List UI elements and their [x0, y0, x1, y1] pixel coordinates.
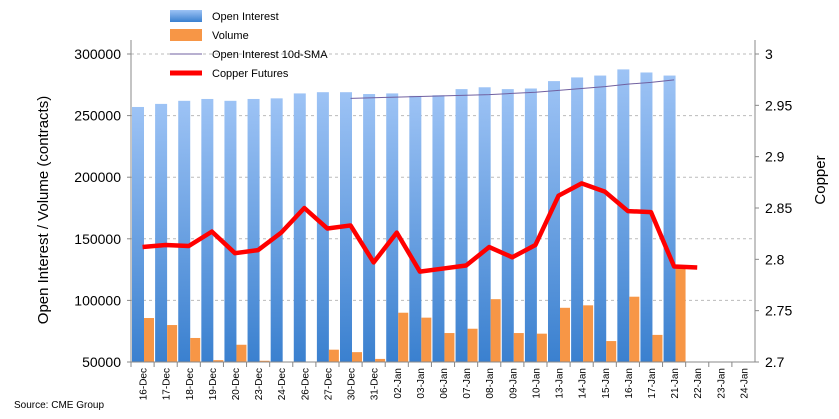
open-interest-bar [640, 72, 653, 362]
volume-bar [259, 360, 270, 362]
volume-bar [167, 325, 178, 362]
y2-tick-label: 2.85 [765, 200, 792, 216]
y2-tick-label: 2.7 [765, 354, 785, 370]
x-tick-label: 24-Jan [739, 368, 750, 399]
open-interest-bar [571, 77, 584, 363]
x-tick-label: 06-Jan [439, 368, 450, 399]
y2-axis-label: Copper [812, 155, 829, 204]
open-interest-bar [178, 100, 191, 362]
open-interest-bar [270, 98, 283, 363]
volume-bar [490, 299, 501, 362]
open-interest-bar [524, 88, 537, 362]
volume-bar [144, 318, 154, 362]
legend-swatch [170, 29, 202, 41]
x-tick-label: 21-Jan [670, 368, 681, 399]
open-interest-bar [663, 75, 676, 362]
open-interest-bar [386, 93, 399, 362]
volume-bar [352, 352, 362, 362]
volume-bar [675, 267, 686, 362]
open-interest-bar [409, 95, 422, 362]
sma-line [350, 79, 675, 99]
legend-label: Volume [212, 30, 249, 42]
legend-swatch [170, 10, 202, 22]
open-interest-bar [132, 106, 144, 362]
x-tick-label: 16-Jan [624, 368, 635, 399]
x-tick-label: 13-Jan [555, 368, 566, 399]
y2-tick-label: 2.95 [765, 97, 792, 113]
volume-bar [236, 344, 247, 362]
volume-bar [583, 305, 594, 362]
volume-bar [560, 307, 570, 362]
x-tick-label: 26-Dec [300, 368, 311, 400]
volume-bar [513, 333, 524, 362]
open-interest-bar [617, 69, 630, 363]
y2-tick-label: 3 [765, 46, 773, 62]
y-tick-label: 200000 [74, 169, 121, 185]
open-interest-bar [293, 93, 306, 362]
open-interest-bar [224, 100, 237, 362]
volume-bar [606, 341, 617, 362]
volume-bar [398, 312, 409, 362]
x-tick-label: 30-Dec [347, 368, 358, 400]
x-tick-label: 07-Jan [462, 368, 473, 399]
legend-label: Copper Futures [212, 68, 289, 80]
x-tick-label: 15-Jan [601, 368, 612, 399]
volume-bar [328, 349, 339, 362]
volume-bar [536, 333, 547, 362]
x-tick-label: 27-Dec [323, 368, 334, 400]
x-tick-label: 24-Dec [277, 368, 288, 400]
open-interest-bar [201, 98, 214, 362]
x-tick-label: 17-Dec [162, 368, 173, 400]
legend-label: Open Interest [212, 11, 279, 23]
y-tick-label: 150000 [74, 231, 121, 247]
y-tick-label: 50000 [82, 354, 121, 370]
open-interest-bar [363, 94, 376, 362]
legend-label: Open Interest 10d-SMA [212, 49, 328, 61]
x-tick-label: 14-Jan [578, 368, 589, 399]
y2-tick-label: 2.75 [765, 303, 792, 319]
x-tick-label: 22-Jan [693, 368, 704, 399]
x-tick-label: 18-Dec [185, 368, 196, 400]
y-axis-label: Open Interest / Volume (contracts) [35, 96, 52, 324]
volume-bar [629, 296, 640, 362]
x-tick-label: 23-Dec [254, 368, 265, 400]
y-tick-label: 100000 [74, 292, 121, 308]
volume-bar [190, 337, 201, 362]
volume-bar [467, 328, 478, 362]
open-interest-bar [155, 103, 168, 363]
copper-futures-line [142, 181, 698, 274]
y2-tick-label: 2.8 [765, 251, 785, 267]
volume-bar [213, 360, 224, 362]
x-tick-label: 20-Dec [231, 368, 242, 400]
x-tick-label: 08-Jan [485, 368, 496, 399]
volume-bar [375, 358, 386, 362]
x-tick-label: 03-Jan [416, 368, 427, 399]
open-interest-bar [478, 87, 491, 362]
x-tick-label: 10-Jan [531, 368, 542, 399]
x-tick-label: 31-Dec [370, 368, 381, 400]
volume-bar [421, 317, 432, 362]
x-tick-label: 19-Dec [208, 368, 219, 400]
x-tick-label: 17-Jan [647, 368, 658, 399]
y-tick-label: 300000 [74, 46, 121, 62]
open-interest-bar [594, 75, 607, 362]
source-note: Source: CME Group [14, 400, 104, 411]
open-interest-bar [247, 98, 260, 362]
x-tick-label: 23-Jan [716, 368, 727, 399]
y-tick-label: 250000 [74, 108, 121, 124]
y2-tick-label: 2.9 [765, 149, 785, 165]
open-interest-bar [501, 89, 514, 362]
open-interest-bar [455, 89, 468, 362]
x-tick-label: 02-Jan [393, 368, 404, 399]
x-tick-label: 16-Dec [139, 368, 150, 400]
open-interest-bar [548, 81, 560, 362]
x-tick-label: 09-Jan [508, 368, 519, 399]
volume-bar [444, 333, 455, 362]
volume-bar [652, 334, 663, 362]
open-interest-bar [432, 95, 445, 362]
